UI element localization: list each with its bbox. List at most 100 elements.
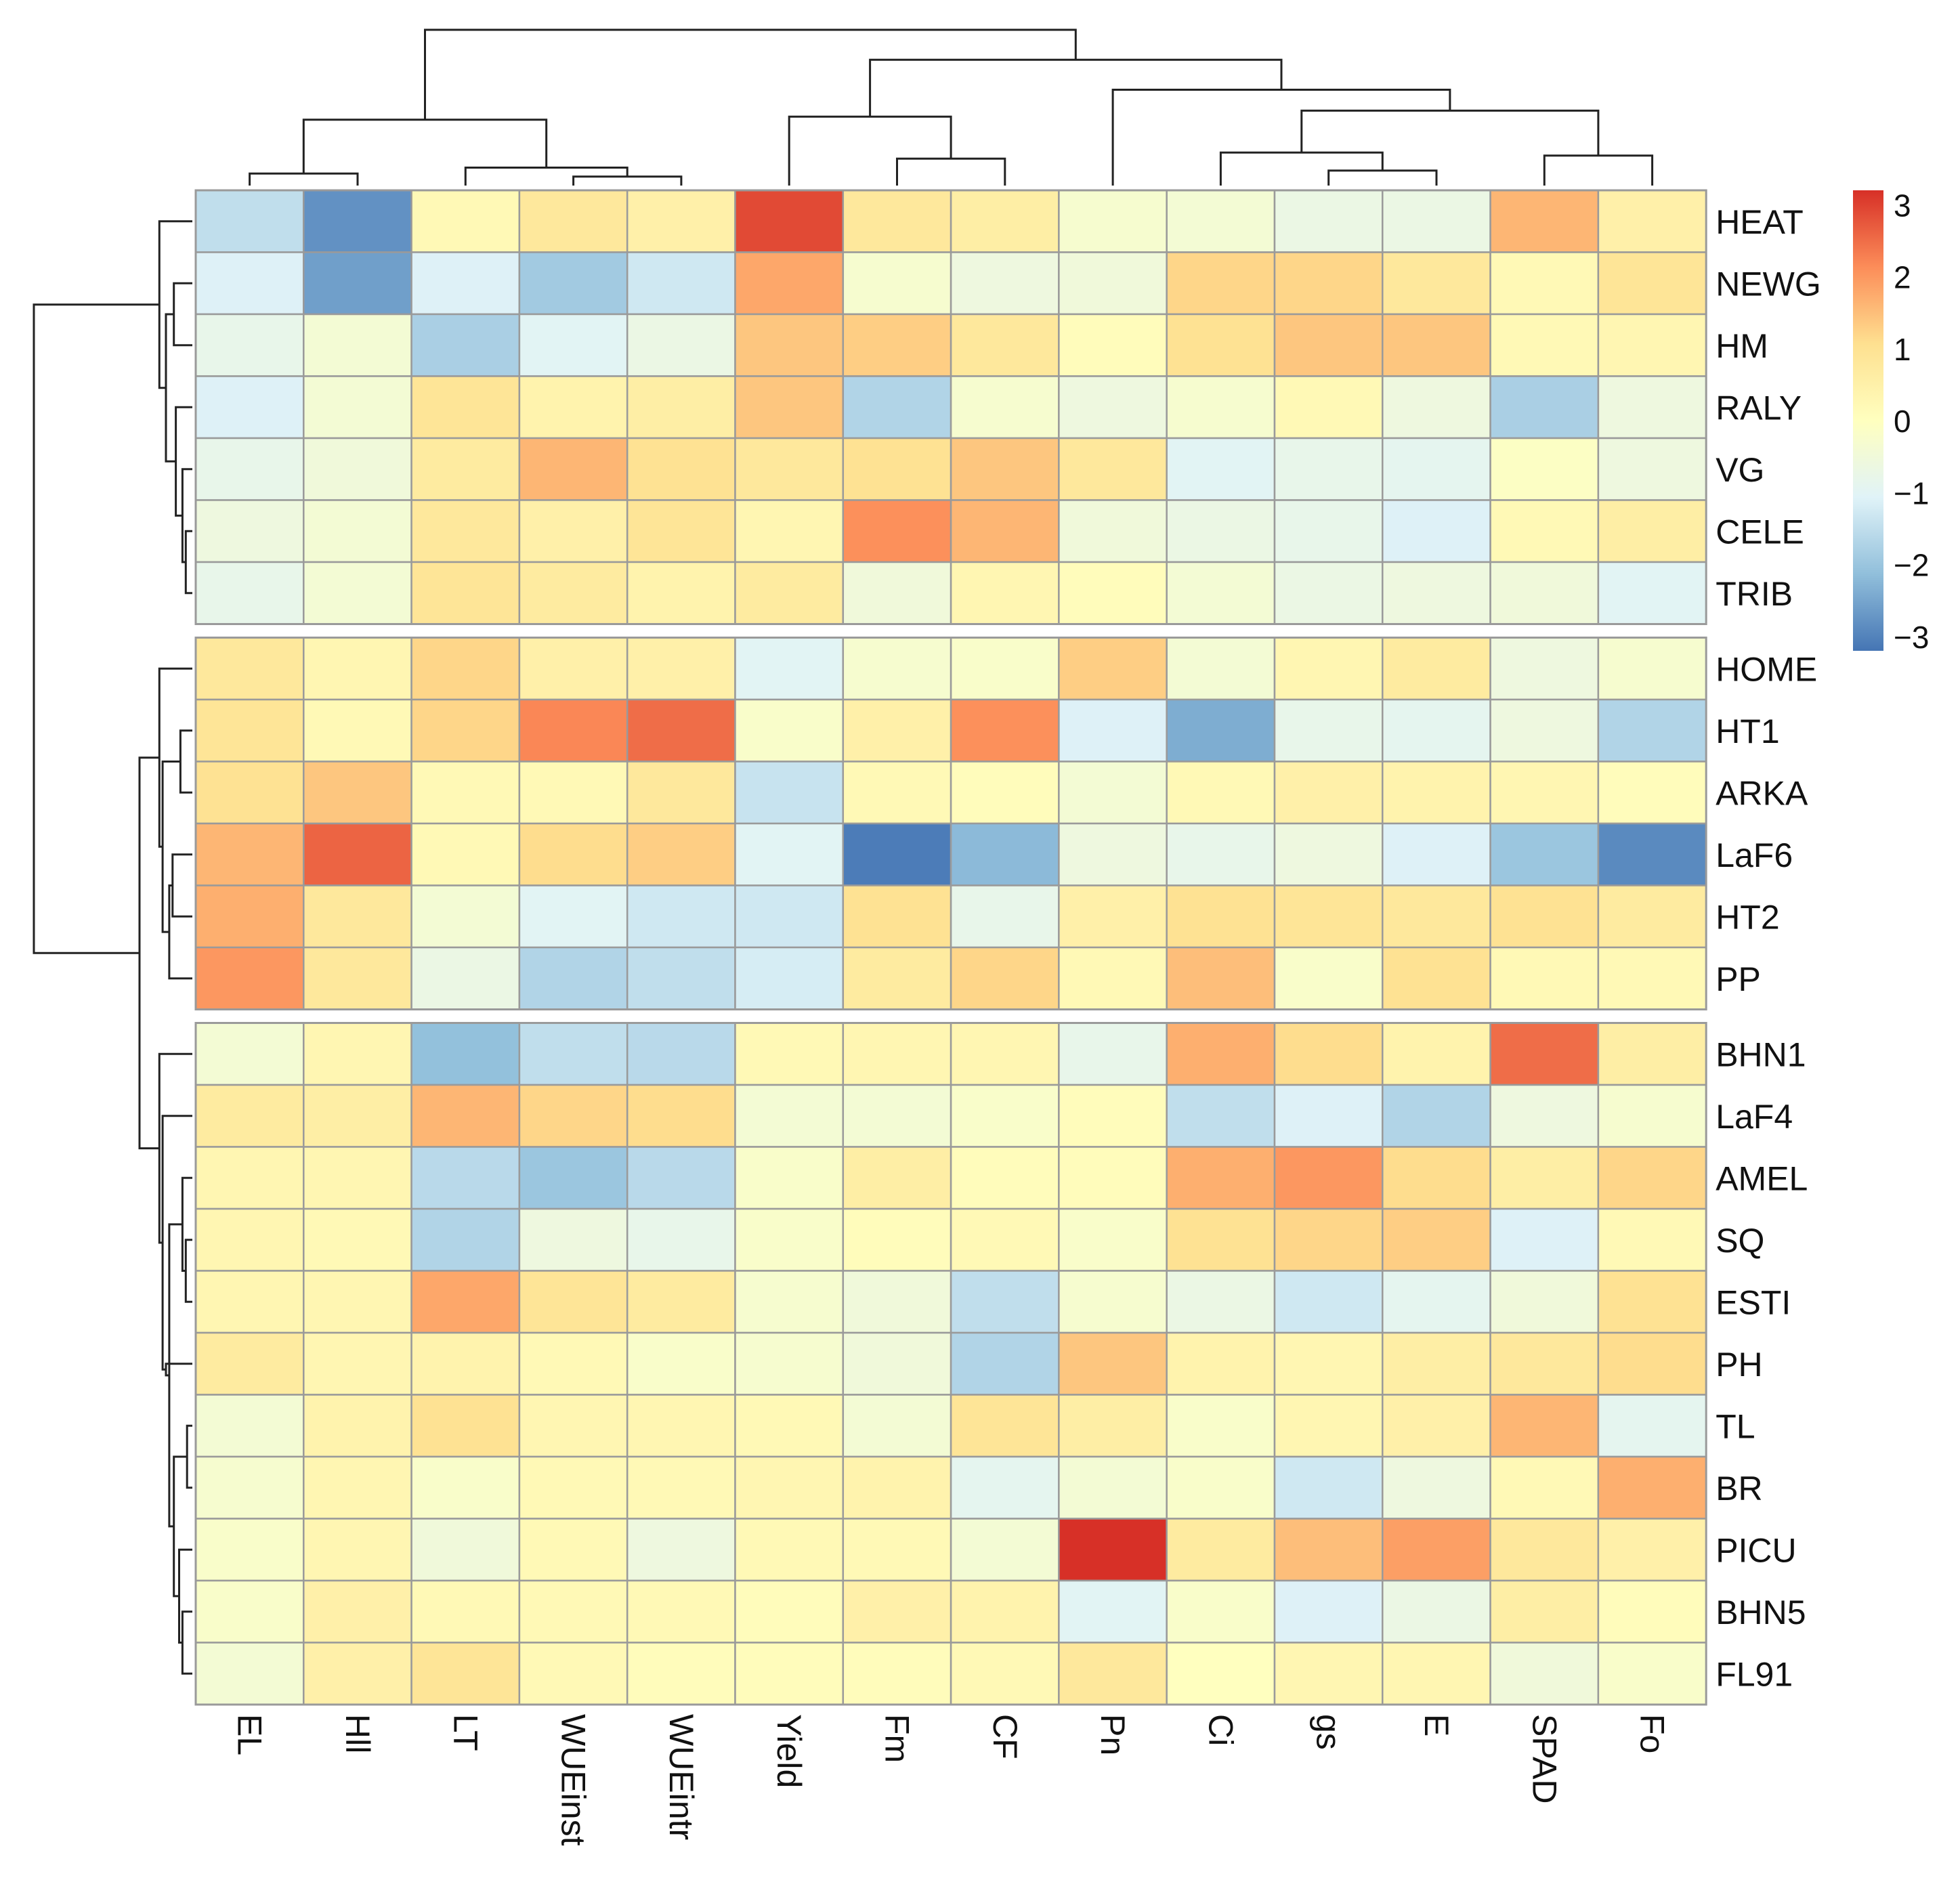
heatmap-cell-HM-Fo — [1597, 313, 1707, 377]
heatmap-cell-BHN5-Yield — [734, 1579, 845, 1644]
heatmap-cell-SQ-Fo — [1597, 1207, 1707, 1272]
heatmap-cell-PH-Pn — [1058, 1331, 1168, 1396]
heatmap-cell-ESTI-WUEinst — [518, 1270, 629, 1334]
row-dendrogram-branch-11 — [158, 667, 192, 848]
row-label-VG: VG — [1716, 451, 1764, 489]
heatmap-cell-HT2-LT — [410, 884, 521, 949]
heatmap-cell-VG-Pn — [1058, 437, 1168, 501]
row-dendrogram-branch-21 — [158, 1052, 192, 1244]
heatmap-cell-PICU-SPAD — [1489, 1518, 1600, 1582]
heatmap-cell-TRIB-Ci — [1166, 561, 1276, 625]
heatmap-cell-VG-gs — [1273, 437, 1384, 501]
heatmap-cell-HT1-E — [1382, 698, 1491, 763]
heatmap-cell-BHN1-Hll — [303, 1022, 412, 1086]
heatmap-cell-LaF4-Ci — [1166, 1084, 1276, 1148]
row-label-NEWG: NEWG — [1716, 265, 1821, 303]
heatmap-cell-FL91-Pn — [1058, 1642, 1168, 1706]
column-dendrogram-branch-12 — [869, 58, 1283, 117]
column-label-gs: gs — [1310, 1714, 1348, 1750]
heatmap-cell-TL-Fo — [1597, 1394, 1707, 1458]
heatmap-cell-ARKA-Fo — [1597, 761, 1707, 825]
column-label-CF: CF — [986, 1714, 1024, 1759]
heatmap-cell-TRIB-Pn — [1058, 561, 1168, 625]
row-dendrogram-branch-10 — [161, 761, 181, 933]
heatmap-cell-BHN5-Fo — [1597, 1579, 1707, 1644]
heatmap-cell-ARKA-gs — [1273, 761, 1384, 825]
row-label-ESTI: ESTI — [1716, 1283, 1791, 1321]
heatmap-cell-ESTI-Pn — [1058, 1270, 1168, 1334]
column-dendrogram-branch-10 — [1300, 109, 1600, 156]
heatmap-cell-AMEL-Fo — [1597, 1146, 1707, 1210]
heatmap-cell-RALY-gs — [1273, 375, 1384, 440]
heatmap-cell-ESTI-gs — [1273, 1270, 1384, 1334]
heatmap-cell-HM-Ci — [1166, 313, 1276, 377]
heatmap-cell-BHN1-Ci — [1166, 1022, 1276, 1086]
heatmap-cell-PP-LT — [410, 946, 521, 1010]
heatmap-cell-ESTI-CF — [950, 1270, 1060, 1334]
heatmap-cell-VG-Hll — [303, 437, 412, 501]
heatmap-cell-CELE-EL — [194, 499, 305, 563]
legend-tick-label: 1 — [1894, 332, 1911, 367]
row-label-BHN1: BHN1 — [1716, 1035, 1806, 1073]
heatmap-cell-ARKA-E — [1382, 761, 1491, 825]
heatmap-cell-HOME-E — [1382, 637, 1491, 701]
heatmap-cell-LaF4-Fo — [1597, 1084, 1707, 1148]
row-label-PICU: PICU — [1716, 1531, 1796, 1569]
heatmap-cell-SQ-LT — [410, 1207, 521, 1272]
heatmap-cell-ARKA-WUEintr — [626, 761, 736, 825]
heatmap-cell-BR-Yield — [734, 1455, 845, 1520]
heatmap-cell-TL-Yield — [734, 1394, 845, 1458]
heatmap-cell-NEWG-Pn — [1058, 251, 1168, 316]
heatmap-cell-BHN5-Pn — [1058, 1579, 1168, 1644]
heatmap-cell-PP-Fo — [1597, 946, 1707, 1010]
heatmap-cell-HEAT-Ci — [1166, 189, 1276, 253]
row-label-RALY: RALY — [1716, 389, 1802, 427]
heatmap-cell-HT2-Hll — [303, 884, 412, 949]
heatmap-cell-SQ-WUEinst — [518, 1207, 629, 1272]
heatmap-cell-BHN1-CF — [950, 1022, 1060, 1086]
heatmap-cell-PP-Ci — [1166, 946, 1276, 1010]
row-dendrogram-branch-2 — [181, 468, 192, 563]
heatmap-cell-TRIB-E — [1382, 561, 1491, 625]
column-label-Hll: Hll — [339, 1714, 377, 1753]
heatmap-cell-HEAT-WUEintr — [626, 189, 736, 253]
row-dendrogram-branch-7 — [179, 729, 192, 794]
heatmap-cell-FL91-WUEinst — [518, 1642, 629, 1706]
heatmap-cell-HT2-Fo — [1597, 884, 1707, 949]
row-group-frame-3 — [194, 1022, 1707, 1706]
heatmap-cell-SQ-Ci — [1166, 1207, 1276, 1272]
heatmap-cell-CELE-Pn — [1058, 499, 1168, 563]
heatmap-cell-PH-EL — [194, 1331, 305, 1396]
row-dendrogram-branch-15 — [181, 1610, 192, 1675]
heatmap-cell-ESTI-Hll — [303, 1270, 412, 1334]
heatmap-cell-ARKA-CF — [950, 761, 1060, 825]
heatmap-cell-LaF4-Fm — [842, 1084, 952, 1148]
legend-tick-label: −2 — [1894, 548, 1929, 583]
row-label-LaF4: LaF4 — [1716, 1098, 1793, 1136]
legend-tick-label: 2 — [1894, 260, 1911, 295]
heatmap-cell-FL91-WUEintr — [626, 1642, 736, 1706]
column-dendrogram — [249, 28, 1654, 186]
column-label-EL: EL — [231, 1714, 269, 1755]
heatmap-cell-BHN1-Fo — [1597, 1022, 1707, 1086]
heatmap-cell-HEAT-Hll — [303, 189, 412, 253]
heatmap-cell-BHN5-gs — [1273, 1579, 1384, 1644]
heatmap-cell-LaF6-WUEintr — [626, 822, 736, 886]
heatmap-cell-BHN1-gs — [1273, 1022, 1384, 1086]
row-dendrogram-branch-8 — [171, 853, 192, 918]
heatmap-cell-NEWG-Yield — [734, 251, 845, 316]
legend-colorbar — [1853, 190, 1883, 651]
heatmap-cell-RALY-Fo — [1597, 375, 1707, 440]
heatmap-cell-SQ-EL — [194, 1207, 305, 1272]
heatmap-cell-HEAT-SPAD — [1489, 189, 1600, 253]
column-dendrogram-branch-3 — [1327, 169, 1438, 186]
heatmap-cell-CELE-Fo — [1597, 499, 1707, 563]
heatmap-cell-PH-WUEintr — [626, 1331, 736, 1396]
legend-ticks: 3 2 1 0 −1 −2 −3 — [1894, 188, 1929, 655]
heatmap-cell-CELE-Ci — [1166, 499, 1276, 563]
heatmap-cell-PH-Ci — [1166, 1331, 1276, 1396]
heatmap-cell-HEAT-LT — [410, 189, 521, 253]
heatmap-cell-RALY-Fm — [842, 375, 952, 440]
heatmap-cell-SQ-E — [1382, 1207, 1491, 1272]
heatmap-cell-BHN5-WUEinst — [518, 1579, 629, 1644]
